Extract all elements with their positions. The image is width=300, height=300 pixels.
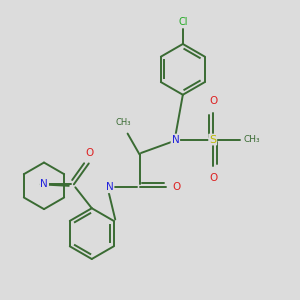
Text: O: O — [209, 173, 218, 183]
Text: O: O — [209, 96, 218, 106]
Text: H: H — [105, 182, 111, 191]
Text: Cl: Cl — [178, 16, 188, 27]
Text: CH₃: CH₃ — [244, 135, 260, 144]
Text: N: N — [106, 182, 114, 192]
Text: H: H — [43, 179, 48, 188]
Text: S: S — [209, 134, 216, 145]
Text: N: N — [172, 134, 179, 145]
Text: O: O — [85, 148, 94, 158]
Text: O: O — [173, 182, 181, 192]
Text: N: N — [40, 179, 48, 189]
Text: CH₃: CH₃ — [116, 118, 131, 127]
